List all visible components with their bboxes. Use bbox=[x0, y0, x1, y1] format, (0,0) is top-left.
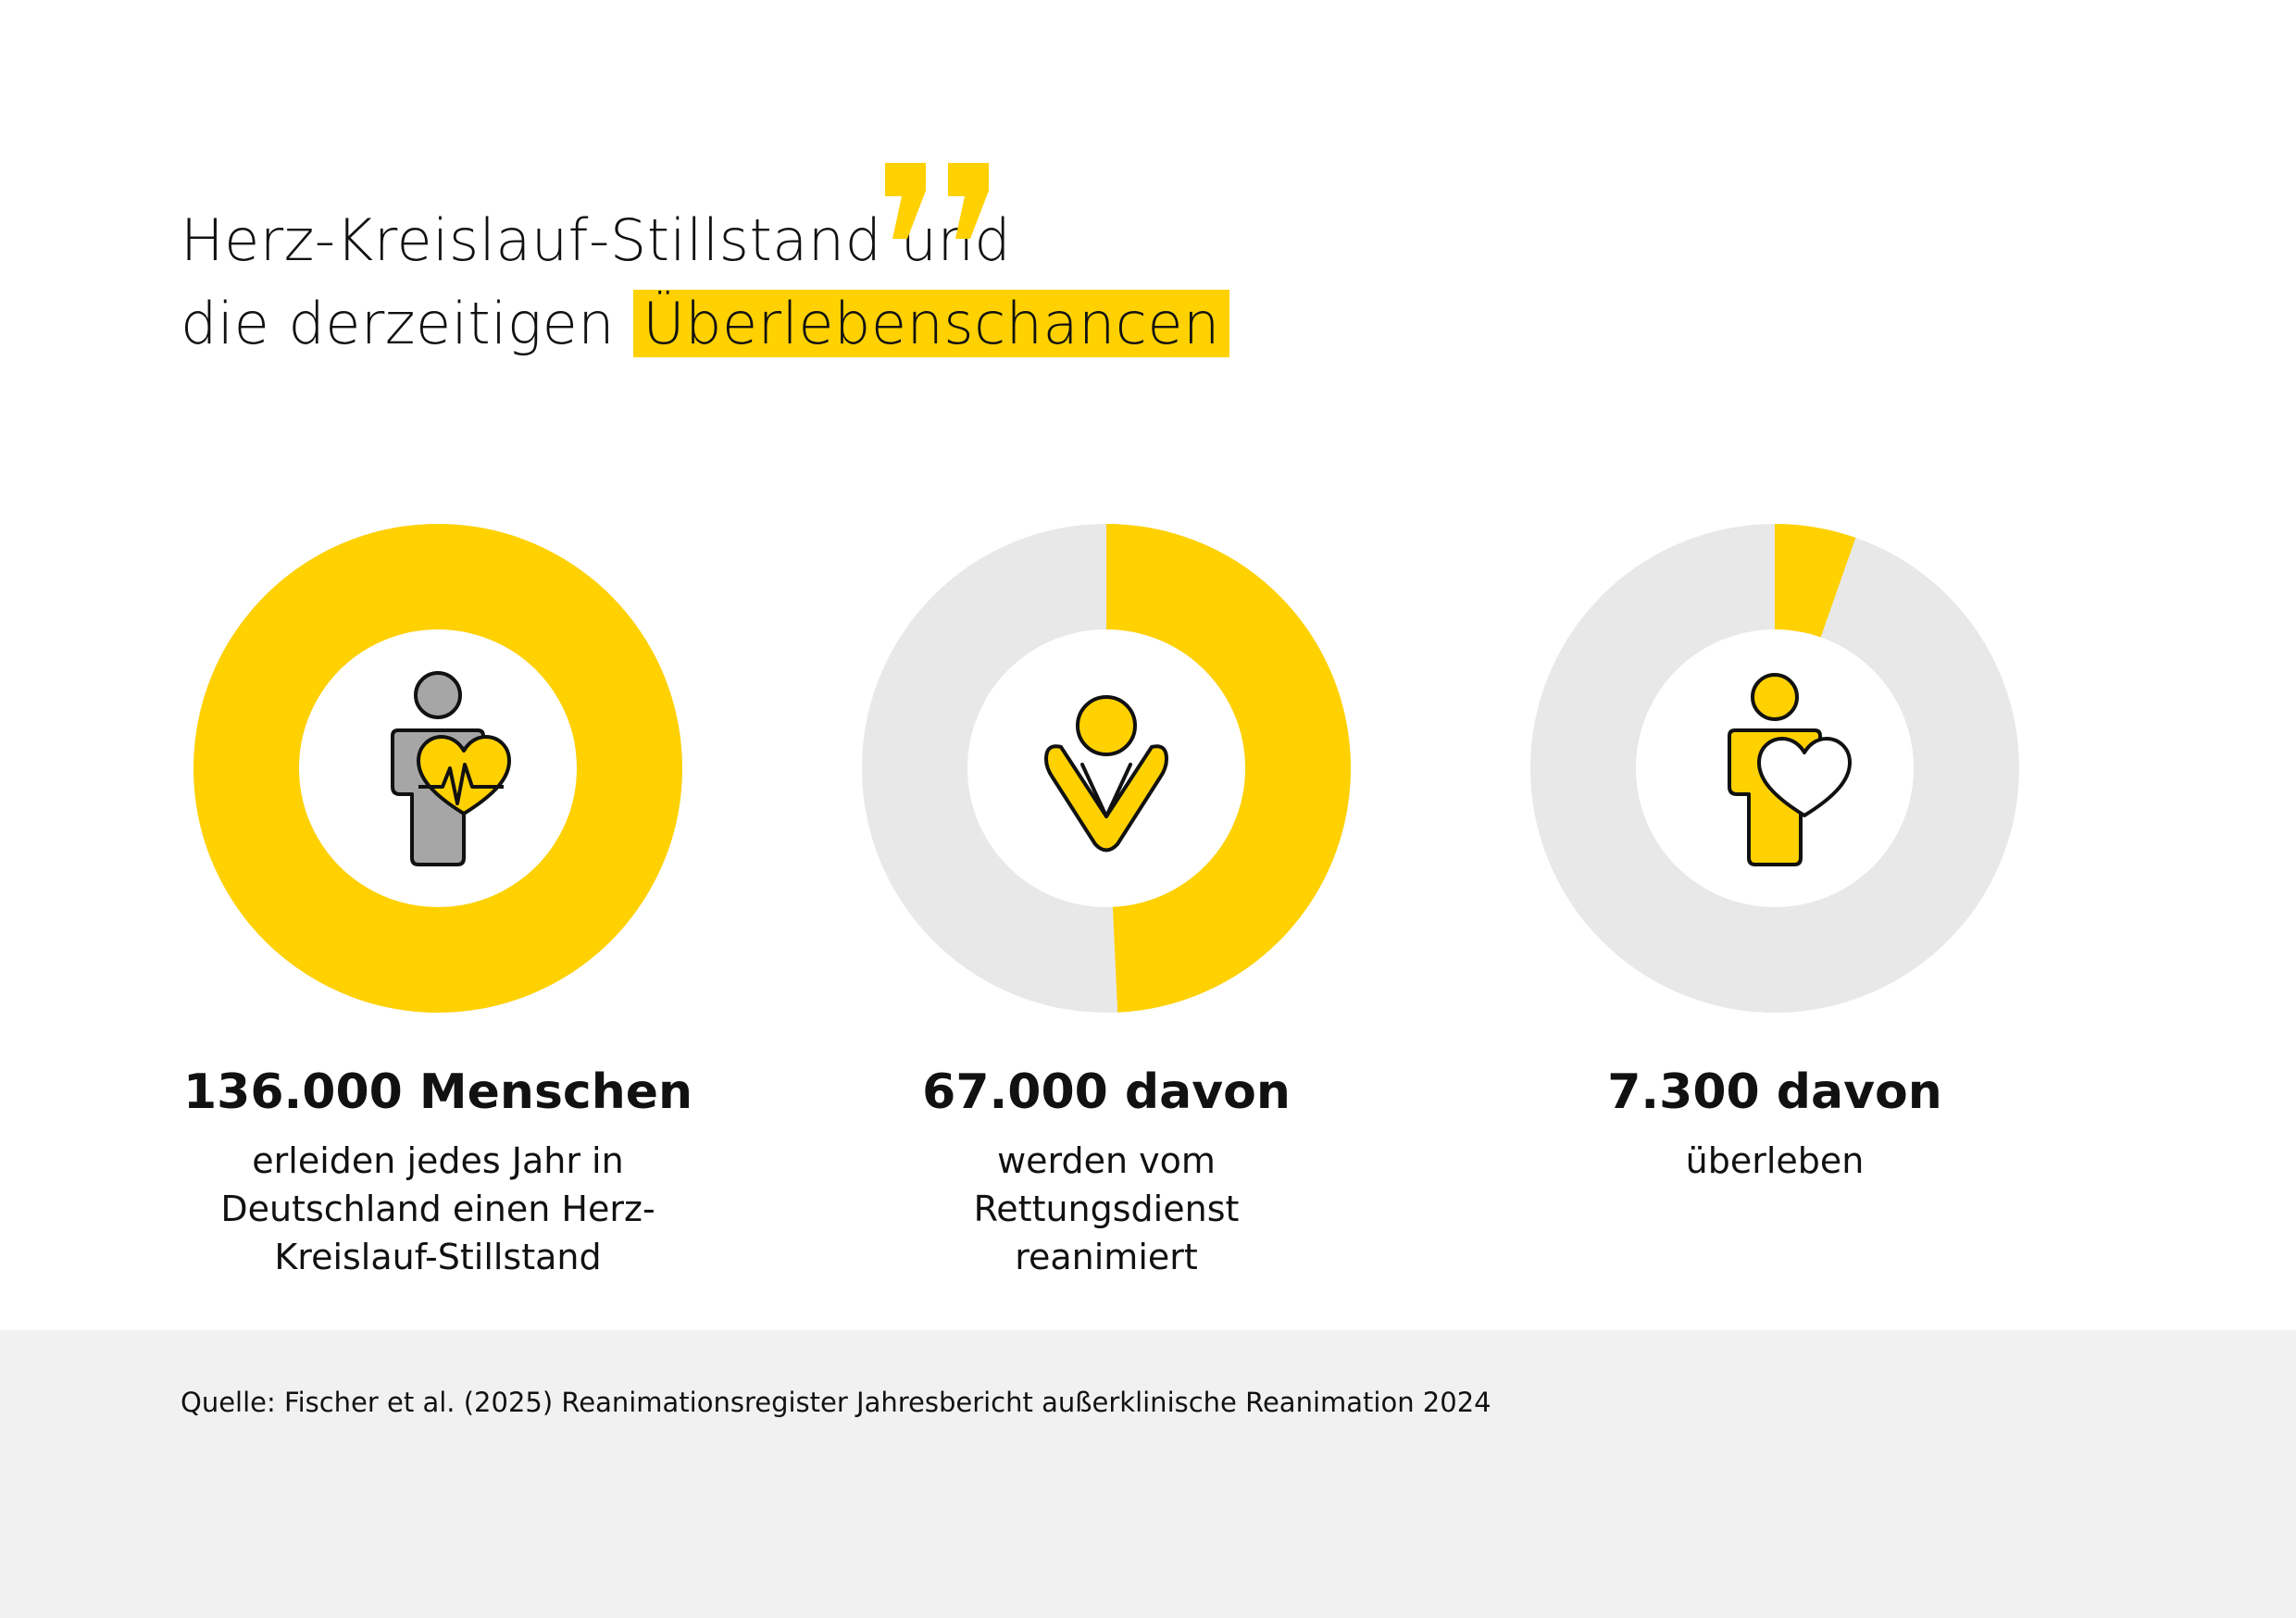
description-line: reanimiert bbox=[1015, 1237, 1198, 1277]
title-line-2: die derzeitigen Überlebenschancen bbox=[181, 282, 1229, 366]
description-line: werden vom bbox=[997, 1140, 1216, 1181]
stat-description: werden vom Rettungsdienst reanimiert bbox=[773, 1137, 1440, 1281]
source-citation: Quelle: Fischer et al. (2025) Reanimatio… bbox=[181, 1387, 1491, 1418]
stat-3: 7.300 davon überleben bbox=[1441, 1055, 2108, 1185]
footer bbox=[0, 1330, 2296, 1618]
donut-arc-2 bbox=[1104, 524, 1351, 1013]
stat-description: erleiden jedes Jahr in Deutschland einen… bbox=[105, 1137, 771, 1281]
description-line: überleben bbox=[1685, 1140, 1865, 1181]
donut-arc-3 bbox=[1773, 524, 1856, 638]
description-line: Rettungsdienst bbox=[973, 1189, 1240, 1229]
quote-mark-icon bbox=[885, 163, 989, 239]
description-line: erleiden jedes Jahr in bbox=[252, 1140, 624, 1181]
description-line: Deutschland einen Herz- bbox=[220, 1189, 655, 1229]
title-line-2-plain: die derzeitigen bbox=[181, 290, 616, 357]
donut-chart-3 bbox=[1530, 524, 2019, 1013]
cpr-rescuer-icon bbox=[1044, 695, 1168, 853]
title-line-1: Herz-Kreislauf-Stillstand und bbox=[181, 206, 1012, 274]
stat-description: überleben bbox=[1441, 1137, 2108, 1185]
donut-arc-1 bbox=[193, 524, 682, 1013]
stat-value: 136.000 Menschen bbox=[182, 1064, 693, 1120]
page-title: Herz-Kreislauf-Stillstand und die derzei… bbox=[181, 199, 1229, 366]
person-heart-icon bbox=[1728, 673, 1852, 866]
donut-chart-1 bbox=[193, 524, 682, 1013]
description-line: Kreislauf-Stillstand bbox=[274, 1237, 602, 1277]
stat-2: 67.000 davon werden vom Rettungsdienst r… bbox=[773, 1055, 1440, 1281]
stat-1: 136.000 Menschen erleiden jedes Jahr in … bbox=[105, 1055, 771, 1281]
stat-value: 67.000 davon bbox=[922, 1064, 1291, 1120]
stat-value: 7.300 davon bbox=[1607, 1064, 1942, 1120]
donut-chart-2 bbox=[862, 524, 1351, 1013]
person-heart-pulse-icon bbox=[391, 671, 511, 866]
title-highlight: Überlebenschancen bbox=[633, 290, 1229, 357]
